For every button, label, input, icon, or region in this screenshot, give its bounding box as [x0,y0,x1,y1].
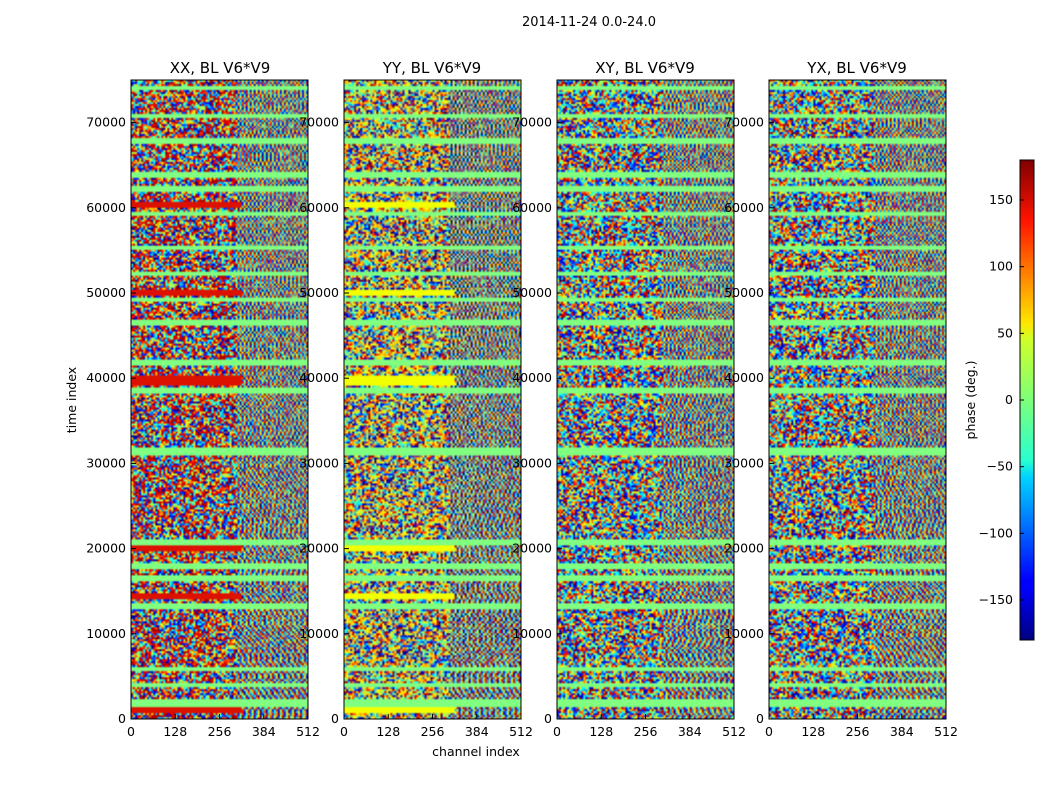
panel-title: XY, BL V6*V9 [595,59,695,77]
y-tick-label: 50000 [299,285,339,300]
y-axis-label: time index [64,367,79,433]
x-tick-label: 512 [722,724,746,739]
x-tick-label: 384 [465,724,489,739]
y-tick-label: 50000 [512,285,552,300]
y-tick-label: 20000 [724,541,764,556]
x-tick-label: 0 [765,724,773,739]
y-tick-label: 30000 [86,455,126,470]
y-tick-label: 40000 [512,370,552,385]
y-tick-label: 10000 [86,626,126,641]
x-tick-label: 512 [934,724,958,739]
figure-title: 2014-11-24 0.0-24.0 [522,15,656,30]
heatmap-xx: 0 128 256 384 512 0 10000 20000 30000 40000 50000 6… [86,79,320,739]
panel-xx: XX, BL V6*V9 0 128 256 384 512 0 10000 20000 300… [86,59,320,739]
colorbar-tick-label: 150 [989,192,1013,207]
heatmap-yy: 0 128 256 384 512 0 10000 20000 30000 40000 50000 6… [299,79,533,739]
x-tick-label: 384 [678,724,702,739]
colorbar: −150 −100 −50 0 50 100 150 phase (deg.) [963,159,1035,641]
y-tick-label: 30000 [724,455,764,470]
y-tick-label: 40000 [299,370,339,385]
x-tick-label: 256 [634,724,658,739]
x-tick-label: 384 [890,724,914,739]
x-tick-label: 256 [208,724,232,739]
y-tick-label: 20000 [299,541,339,556]
y-tick-label: 0 [544,711,552,726]
y-tick-label: 50000 [724,285,764,300]
y-tick-label: 30000 [299,455,339,470]
x-tick-label: 128 [376,724,400,739]
y-tick-label: 60000 [86,200,126,215]
y-tick-label: 0 [118,711,126,726]
phase-image [769,80,946,719]
y-tick-label: 0 [756,711,764,726]
colorbar-tick-label: 50 [997,325,1013,340]
panel-yy: YY, BL V6*V9 0 128 256 384 512 0 10000 20000 300… [299,59,533,739]
y-tick-label: 60000 [512,200,552,215]
colorbar-tick-label: −150 [979,592,1013,607]
panel-title: YX, BL V6*V9 [806,59,907,77]
colorbar-tick-label: 100 [989,259,1013,274]
panel-xy: XY, BL V6*V9 0 128 256 384 512 0 10000 20000 300… [512,59,746,739]
y-tick-label: 30000 [512,455,552,470]
x-tick-label: 384 [252,724,276,739]
x-tick-label: 128 [589,724,613,739]
y-tick-label: 40000 [86,370,126,385]
y-tick-label: 70000 [724,115,764,130]
y-tick-label: 50000 [86,285,126,300]
y-tick-label: 60000 [299,200,339,215]
panel-title: XX, BL V6*V9 [170,59,271,77]
phase-image [344,80,521,719]
x-tick-label: 0 [553,724,561,739]
y-tick-label: 70000 [299,115,339,130]
y-tick-label: 0 [331,711,339,726]
y-tick-label: 70000 [86,115,126,130]
x-tick-label: 256 [846,724,870,739]
x-axis-label: channel index [432,744,520,759]
y-tick-label: 60000 [724,200,764,215]
panel-yx: YX, BL V6*V9 0 128 256 384 512 0 10000 20000 300… [724,59,958,739]
phase-image [557,80,734,719]
y-tick-label: 20000 [86,541,126,556]
heatmap-yx: 0 128 256 384 512 0 10000 20000 30000 40000 50000 6… [724,79,958,739]
x-tick-label: 256 [421,724,445,739]
x-tick-label: 0 [340,724,348,739]
colorbar-tick-label: 0 [1005,392,1013,407]
y-tick-label: 70000 [512,115,552,130]
y-tick-label: 20000 [512,541,552,556]
x-tick-label: 128 [163,724,187,739]
x-tick-label: 512 [296,724,320,739]
panel-title: YY, BL V6*V9 [382,59,481,77]
heatmap-xy: 0 128 256 384 512 0 10000 20000 30000 40000 50000 6… [512,79,746,739]
x-tick-label: 512 [509,724,533,739]
y-tick-label: 40000 [724,370,764,385]
x-tick-label: 128 [801,724,825,739]
y-tick-label: 10000 [724,626,764,641]
y-tick-label: 10000 [512,626,552,641]
colorbar-tick-label: −100 [979,525,1013,540]
phase-image [131,80,308,719]
colorbar-tick-label: −50 [987,459,1013,474]
x-tick-label: 0 [127,724,135,739]
y-tick-label: 10000 [299,626,339,641]
colorbar-label: phase (deg.) [963,361,978,440]
